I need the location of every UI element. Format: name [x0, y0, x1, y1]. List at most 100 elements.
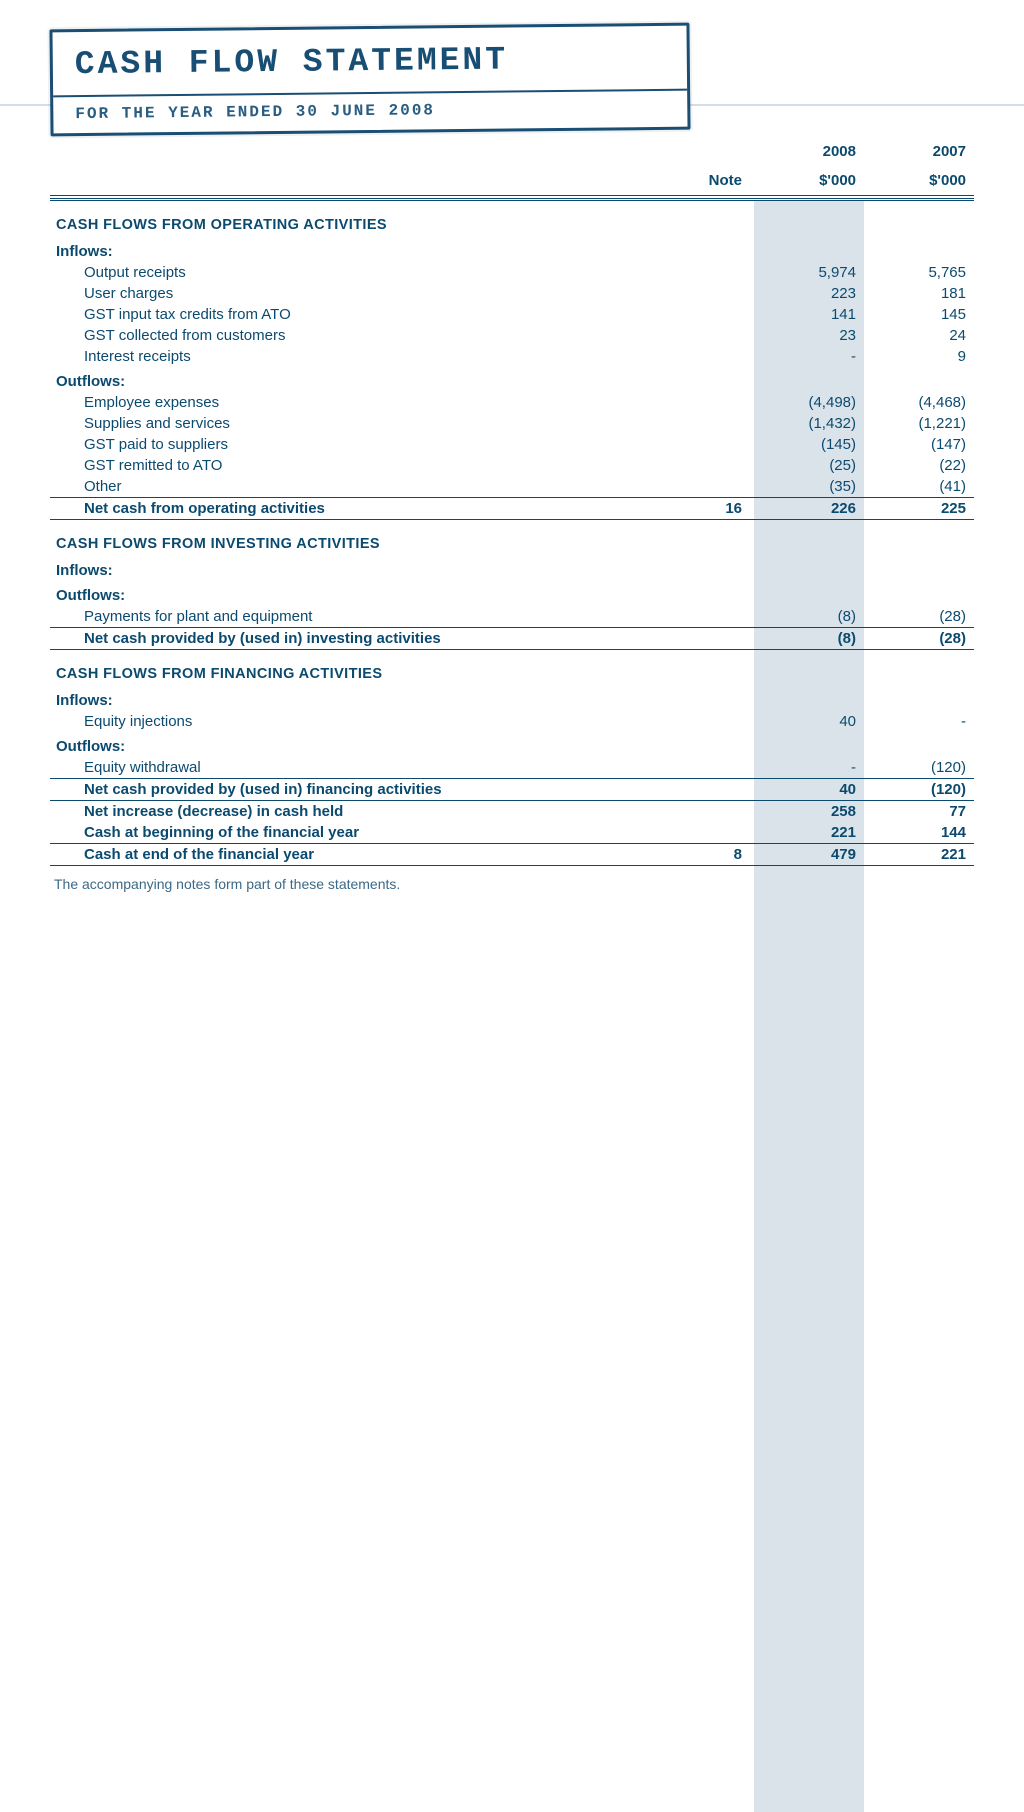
- row-value-b: 221: [864, 844, 974, 866]
- cash-flow-table: 2008 2007 Note $'000 $'000 CASH FLOWS FR…: [50, 137, 974, 866]
- title-stamp: CASH FLOW STATEMENT FOR THE YEAR ENDED 3…: [50, 0, 974, 133]
- post-total: Cash at beginning of the financial year2…: [50, 822, 974, 844]
- row-value-b: 144: [864, 822, 974, 844]
- row-value-a: (35): [754, 476, 864, 498]
- section-heading: CASH FLOWS FROM OPERATING ACTIVITIES: [50, 201, 974, 237]
- section-total: Net cash provided by (used in) investing…: [50, 628, 974, 650]
- table-row: Equity injections40-: [50, 711, 974, 732]
- row-value-a: 40: [754, 711, 864, 732]
- row-value-a: (25): [754, 455, 864, 476]
- row-note: [684, 455, 754, 476]
- row-note: 8: [684, 844, 754, 866]
- row-value-a: [754, 520, 864, 557]
- row-value-b: [864, 367, 974, 392]
- col-header-year-a: 2008: [754, 137, 864, 166]
- row-label: Output receipts: [50, 262, 684, 283]
- col-header-unit-b: $'000: [864, 166, 974, 196]
- row-note: [684, 822, 754, 844]
- col-header-unit-a: $'000: [754, 166, 864, 196]
- row-label: Inflows:: [50, 237, 684, 262]
- row-value-b: (1,221): [864, 413, 974, 434]
- row-note: [684, 757, 754, 779]
- table-row: User charges223181: [50, 283, 974, 304]
- row-note: [684, 392, 754, 413]
- row-value-a: 226: [754, 498, 864, 520]
- post-total: Net increase (decrease) in cash held 2587…: [50, 801, 974, 823]
- final-total: Cash at end of the financial year8479221: [50, 844, 974, 866]
- row-value-a: 141: [754, 304, 864, 325]
- row-label: Inflows:: [50, 556, 684, 581]
- group-heading: Inflows:: [50, 556, 974, 581]
- group-heading: Outflows:: [50, 732, 974, 757]
- row-label: Outflows:: [50, 732, 684, 757]
- row-note: [684, 413, 754, 434]
- row-value-b: [864, 520, 974, 557]
- row-label: Other: [50, 476, 684, 498]
- row-value-a: -: [754, 346, 864, 367]
- row-value-b: [864, 237, 974, 262]
- row-value-b: 225: [864, 498, 974, 520]
- group-heading: Outflows:: [50, 581, 974, 606]
- row-label: Net cash provided by (used in) financing…: [50, 779, 684, 801]
- table-row: Interest receipts-9: [50, 346, 974, 367]
- row-value-b: 77: [864, 801, 974, 823]
- row-label: Payments for plant and equipment: [50, 606, 684, 628]
- table-row: GST paid to suppliers(145)(147): [50, 434, 974, 455]
- section-heading: CASH FLOWS FROM INVESTING ACTIVITIES: [50, 520, 974, 557]
- row-value-a: [754, 732, 864, 757]
- row-note: [684, 650, 754, 687]
- table-row: GST remitted to ATO(25)(22): [50, 455, 974, 476]
- row-value-b: 5,765: [864, 262, 974, 283]
- stamp-title: CASH FLOW STATEMENT: [52, 26, 687, 98]
- row-note: [684, 686, 754, 711]
- row-note: [684, 346, 754, 367]
- row-value-a: 23: [754, 325, 864, 346]
- table-body: CASH FLOWS FROM OPERATING ACTIVITIESInfl…: [50, 201, 974, 866]
- row-label: Net increase (decrease) in cash held: [50, 801, 684, 823]
- row-note: [684, 581, 754, 606]
- table-row: GST collected from customers2324: [50, 325, 974, 346]
- row-note: [684, 628, 754, 650]
- row-value-b: (120): [864, 757, 974, 779]
- row-label: CASH FLOWS FROM OPERATING ACTIVITIES: [50, 201, 684, 237]
- row-value-b: [864, 581, 974, 606]
- row-note: [684, 367, 754, 392]
- row-value-b: (28): [864, 628, 974, 650]
- row-value-b: 181: [864, 283, 974, 304]
- row-value-a: [754, 650, 864, 687]
- row-note: [684, 201, 754, 237]
- row-note: 16: [684, 498, 754, 520]
- row-note: [684, 779, 754, 801]
- row-label: Supplies and services: [50, 413, 684, 434]
- row-label: Net cash provided by (used in) investing…: [50, 628, 684, 650]
- row-note: [684, 711, 754, 732]
- table-row: GST input tax credits from ATO 141145: [50, 304, 974, 325]
- row-value-a: 221: [754, 822, 864, 844]
- section-heading: CASH FLOWS FROM FINANCING ACTIVITIES: [50, 650, 974, 687]
- row-value-a: (8): [754, 606, 864, 628]
- row-note: [684, 801, 754, 823]
- stamp-box: CASH FLOW STATEMENT FOR THE YEAR ENDED 3…: [49, 23, 690, 137]
- row-label: CASH FLOWS FROM FINANCING ACTIVITIES: [50, 650, 684, 687]
- row-value-a: [754, 581, 864, 606]
- row-note: [684, 606, 754, 628]
- row-label: Inflows:: [50, 686, 684, 711]
- row-value-b: (120): [864, 779, 974, 801]
- row-value-b: [864, 686, 974, 711]
- row-label: Net cash from operating activities: [50, 498, 684, 520]
- row-value-a: [754, 686, 864, 711]
- table-row: Employee expenses(4,498)(4,468): [50, 392, 974, 413]
- col-header-note: Note: [684, 166, 754, 196]
- row-label: CASH FLOWS FROM INVESTING ACTIVITIES: [50, 520, 684, 557]
- row-label: Employee expenses: [50, 392, 684, 413]
- row-label: GST input tax credits from ATO: [50, 304, 684, 325]
- row-note: [684, 304, 754, 325]
- row-value-a: [754, 237, 864, 262]
- row-label: Interest receipts: [50, 346, 684, 367]
- row-value-b: 145: [864, 304, 974, 325]
- group-heading: Inflows:: [50, 237, 974, 262]
- row-value-a: 258: [754, 801, 864, 823]
- row-value-b: [864, 556, 974, 581]
- group-heading: Outflows:: [50, 367, 974, 392]
- row-note: [684, 520, 754, 557]
